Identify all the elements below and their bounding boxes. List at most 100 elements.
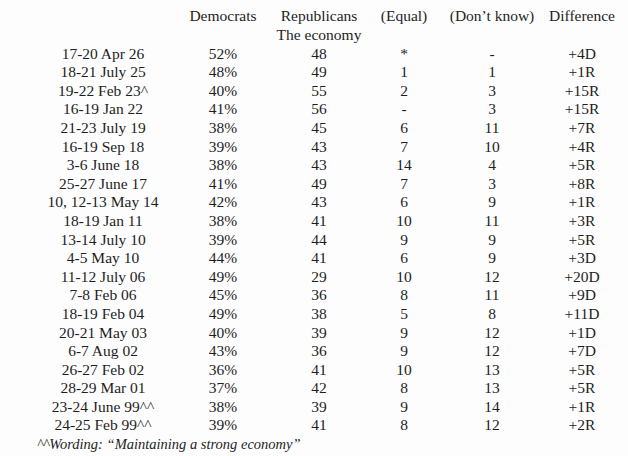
row-date-label: 16-19 Jan 22 [0,100,168,119]
cell-difference: +1R [536,398,628,417]
col-header-difference: Difference [536,6,628,26]
row-date-label: 3-6 June 18 [0,156,168,175]
poll-report-page: Democrats Republicans (Equal) (Don’t kno… [0,0,628,456]
cell-republicans: 41 [278,416,360,435]
cell-republicans: 41 [278,361,360,380]
cell-democrats: 39% [168,138,278,157]
row-date-label: 18-19 Feb 04 [0,305,168,324]
table-row: 20-21 May 0340%39912+1D [0,324,628,343]
row-date-label: 10, 12-13 May 14 [0,193,168,212]
table-row: 28-29 Mar 0137%42813+5R [0,379,628,398]
table-row: 10, 12-13 May 1442%4369+1R [0,193,628,212]
cell-dont-know: 3 [448,175,536,194]
cell-democrats: 41% [168,175,278,194]
table-row: 24-25 Feb 99^^39%41812+2R [0,416,628,435]
cell-equal: 7 [360,138,448,157]
cell-equal: 9 [360,398,448,417]
cell-dont-know: 13 [448,361,536,380]
row-date-label: 11-12 July 06 [0,268,168,287]
cell-difference: +4D [536,45,628,64]
cell-republicans: 39 [278,324,360,343]
cell-republicans: 43 [278,138,360,157]
table-row: 26-27 Feb 0236%411013+5R [0,361,628,380]
cell-democrats: 45% [168,286,278,305]
row-date-label: 18-19 Jan 11 [0,212,168,231]
cell-difference: +3D [536,249,628,268]
cell-democrats: 40% [168,82,278,101]
cell-democrats: 39% [168,231,278,250]
cell-republicans: 42 [278,379,360,398]
cell-republicans: 43 [278,193,360,212]
table-row: 23-24 June 99^^38%39914+1R [0,398,628,417]
cell-equal: 9 [360,324,448,343]
cell-dont-know: 3 [448,100,536,119]
cell-dont-know: 9 [448,193,536,212]
cell-republicans: 29 [278,268,360,287]
cell-difference: +3R [536,212,628,231]
cell-difference: +4R [536,138,628,157]
cell-equal: 1 [360,63,448,82]
table-row: 18-19 Feb 0449%3858+11D [0,305,628,324]
cell-republicans: 43 [278,156,360,175]
cell-equal: * [360,45,448,64]
cell-republicans: 56 [278,100,360,119]
cell-democrats: 42% [168,193,278,212]
section-title: The economy [0,26,628,45]
cell-difference: +11D [536,305,628,324]
table-row: 21-23 July 1938%45611+7R [0,119,628,138]
cell-dont-know: 9 [448,249,536,268]
cell-republicans: 36 [278,286,360,305]
cell-equal: 8 [360,379,448,398]
cell-republicans: 38 [278,305,360,324]
cell-difference: +15R [536,82,628,101]
cell-difference: +1R [536,193,628,212]
col-header-equal: (Equal) [360,6,448,26]
cell-democrats: 43% [168,342,278,361]
cell-difference: +5R [536,231,628,250]
cell-difference: +9D [536,286,628,305]
corner-cell [0,6,168,26]
cell-equal: 8 [360,416,448,435]
cell-democrats: 40% [168,324,278,343]
cell-republicans: 49 [278,175,360,194]
cell-democrats: 38% [168,156,278,175]
cell-dont-know: 12 [448,268,536,287]
cell-difference: +20D [536,268,628,287]
row-date-label: 4-5 May 10 [0,249,168,268]
cell-democrats: 38% [168,212,278,231]
cell-equal: 7 [360,175,448,194]
cell-equal: 6 [360,193,448,212]
poll-table: Democrats Republicans (Equal) (Don’t kno… [0,6,628,435]
cell-dont-know: 12 [448,342,536,361]
cell-equal: 5 [360,305,448,324]
cell-republicans: 48 [278,45,360,64]
cell-difference: +7D [536,342,628,361]
row-date-label: 26-27 Feb 02 [0,361,168,380]
cell-dont-know: 10 [448,138,536,157]
row-date-label: 19-22 Feb 23^ [0,82,168,101]
cell-equal: 14 [360,156,448,175]
cell-democrats: 52% [168,45,278,64]
cell-democrats: 49% [168,305,278,324]
cell-democrats: 49% [168,268,278,287]
cell-difference: +2R [536,416,628,435]
cell-dont-know: 12 [448,324,536,343]
cell-dont-know: 11 [448,286,536,305]
cell-difference: +1R [536,63,628,82]
row-date-label: 17-20 Apr 26 [0,45,168,64]
cell-equal: 9 [360,231,448,250]
table-row: 11-12 July 0649%291012+20D [0,268,628,287]
cell-equal: 10 [360,212,448,231]
cell-dont-know: 13 [448,379,536,398]
table-row: 16-19 Jan 2241%56-3+15R [0,100,628,119]
cell-republicans: 44 [278,231,360,250]
row-date-label: 13-14 July 10 [0,231,168,250]
cell-democrats: 37% [168,379,278,398]
row-date-label: 24-25 Feb 99^^ [0,416,168,435]
section-row: The economy [0,26,628,45]
cell-difference: +5R [536,379,628,398]
cell-difference: +8R [536,175,628,194]
cell-difference: +5R [536,361,628,380]
cell-dont-know: 4 [448,156,536,175]
cell-dont-know: 8 [448,305,536,324]
